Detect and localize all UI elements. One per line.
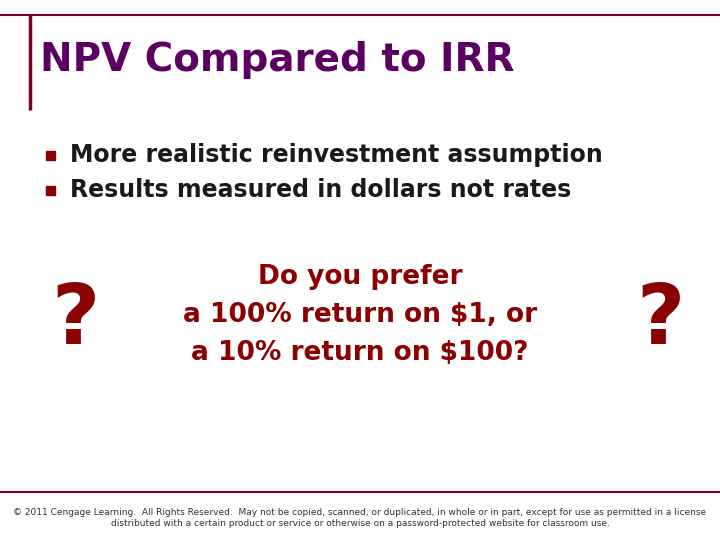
Text: More realistic reinvestment assumption: More realistic reinvestment assumption <box>70 143 603 167</box>
Text: Do you prefer
a 100% return on $1, or
a 10% return on $100?: Do you prefer a 100% return on $1, or a … <box>183 264 537 366</box>
Text: Results measured in dollars not rates: Results measured in dollars not rates <box>70 178 571 202</box>
Text: NPV Compared to IRR: NPV Compared to IRR <box>40 41 515 79</box>
Text: ?: ? <box>51 280 99 361</box>
Bar <box>45 186 55 194</box>
Bar <box>45 151 55 159</box>
Text: ?: ? <box>636 280 684 361</box>
Text: © 2011 Cengage Learning.  All Rights Reserved.  May not be copied, scanned, or d: © 2011 Cengage Learning. All Rights Rese… <box>14 508 706 528</box>
